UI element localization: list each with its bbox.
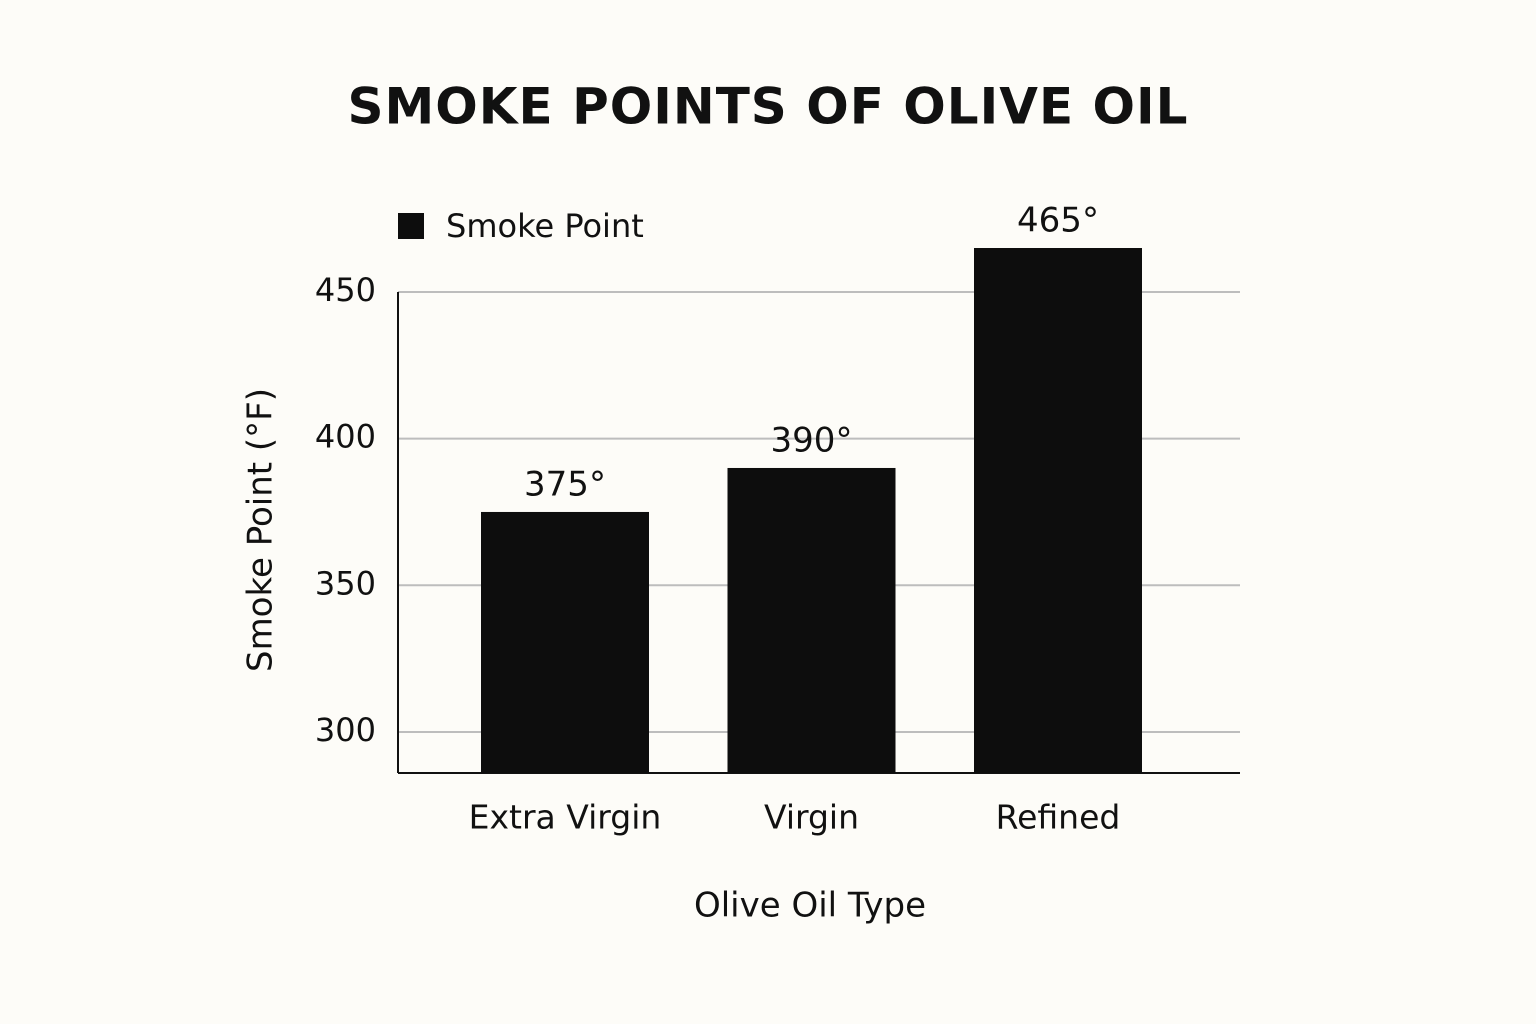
- bar: [481, 511, 649, 773]
- x-tick-label: Extra Virgin: [469, 798, 662, 837]
- data-label: 465°: [1017, 201, 1099, 241]
- bar: [727, 467, 896, 773]
- y-tick-label: 300: [315, 711, 376, 749]
- legend-label: Smoke Point: [446, 207, 644, 245]
- y-axis-title: Smoke Point (°F): [241, 388, 281, 672]
- y-tick-label: 350: [315, 564, 376, 602]
- data-label: 390°: [771, 420, 853, 460]
- y-tick-label: 400: [315, 418, 376, 456]
- x-tick-label: Refined: [996, 798, 1121, 837]
- chart-title: SMOKE POINTS OF OLIVE OIL: [348, 78, 1189, 136]
- x-axis-title: Olive Oil Type: [694, 886, 926, 926]
- bar: [974, 248, 1142, 773]
- x-tick-label: Virgin: [764, 798, 859, 837]
- y-tick-label: 450: [315, 271, 376, 309]
- legend-swatch: [398, 213, 424, 239]
- data-label: 375°: [524, 464, 606, 504]
